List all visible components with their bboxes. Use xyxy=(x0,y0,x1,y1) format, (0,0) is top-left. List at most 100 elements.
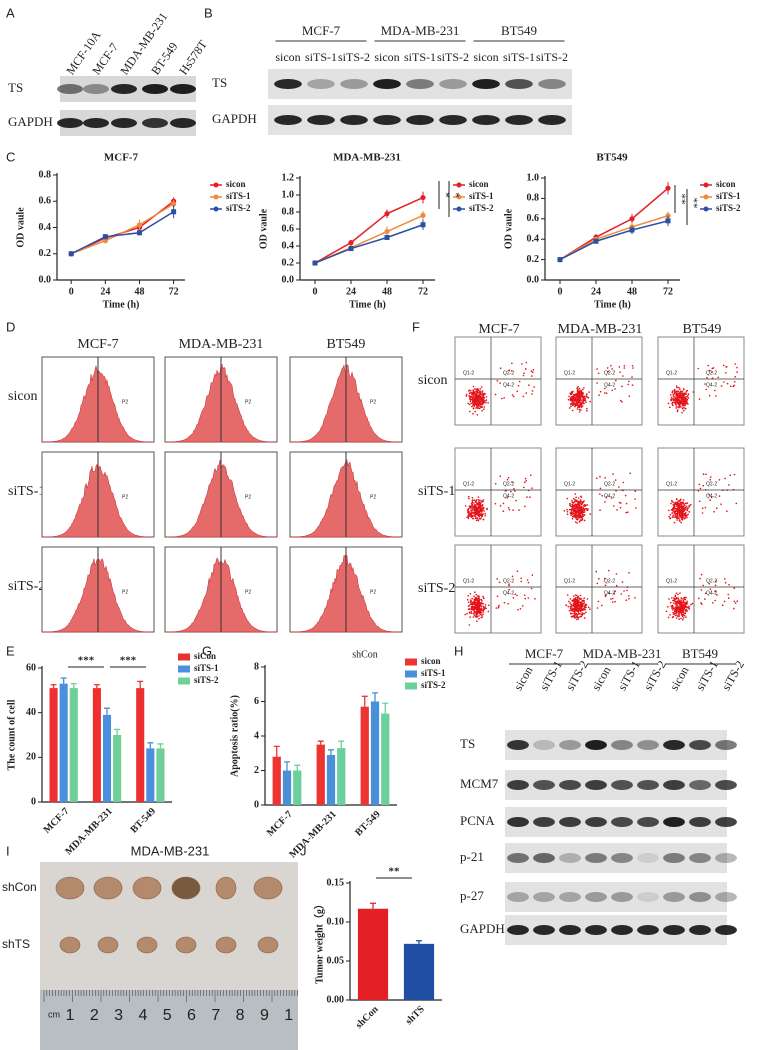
blot-band xyxy=(406,79,434,89)
row-label: sicon xyxy=(418,373,448,388)
blot-band xyxy=(637,817,659,827)
blot-band xyxy=(533,925,555,935)
ruler-number: 7 xyxy=(211,1007,220,1024)
blot-band xyxy=(611,925,633,935)
bar xyxy=(316,744,325,805)
y-axis-label: OD vaule xyxy=(503,208,514,249)
blot-band xyxy=(585,780,607,790)
y-tick-label: 0.6 xyxy=(39,196,52,207)
legend-marker xyxy=(213,194,219,200)
bar xyxy=(272,756,281,805)
chart-title: MDA-MB-231 xyxy=(333,152,401,164)
bar xyxy=(69,688,78,802)
legend-label: sicon xyxy=(421,656,441,666)
row-label: TS xyxy=(8,80,23,95)
x-tick-label: 24 xyxy=(591,286,601,297)
point xyxy=(384,228,390,235)
bar xyxy=(146,748,155,802)
legend-marker xyxy=(703,182,709,188)
legend-label: siTS-2 xyxy=(226,203,251,213)
quadrant-label: Q4-2 xyxy=(503,382,514,388)
ruler-number: 1 xyxy=(284,1007,293,1024)
row-label: p-21 xyxy=(460,849,484,864)
blot-band xyxy=(170,84,196,94)
quadrant-label: Q4-2 xyxy=(503,590,514,596)
row-label: siTS-1 xyxy=(8,484,45,499)
y-tick-label: 0.0 xyxy=(527,274,540,285)
tumor xyxy=(215,876,237,900)
lane-label: Hs578T xyxy=(176,37,210,77)
blot-band xyxy=(507,925,529,935)
blot-band xyxy=(406,115,434,125)
quadrant-label: Q2-2 xyxy=(503,370,514,376)
quadrant-label: Q1-2 xyxy=(463,481,474,487)
point xyxy=(171,201,177,207)
group-label: MDA-MB-231 xyxy=(381,23,460,38)
blot-band xyxy=(637,892,659,902)
y-tick-label: 0.8 xyxy=(282,206,295,217)
blot-band xyxy=(715,892,737,902)
bar xyxy=(360,706,369,805)
legend-label: siTS-2 xyxy=(421,680,446,690)
blot-band xyxy=(715,780,737,790)
quadrant-label: Q2-2 xyxy=(706,481,717,487)
dot-cloud xyxy=(565,569,636,621)
point xyxy=(629,216,635,222)
blot-band xyxy=(111,84,137,94)
ruler-number: 8 xyxy=(236,1007,245,1024)
panel-label: I xyxy=(6,843,10,858)
blot-band xyxy=(340,79,368,89)
y-tick-label: 0.8 xyxy=(527,193,540,204)
flow-frame xyxy=(657,447,745,537)
x-axis-label: Time (h) xyxy=(349,299,386,310)
blot-band xyxy=(83,118,109,128)
blot-band xyxy=(585,892,607,902)
series-line xyxy=(559,220,669,261)
y-tick-label: 6 xyxy=(254,696,259,707)
row-label: GAPDH xyxy=(8,114,53,129)
y-axis-label: OD vaule xyxy=(258,208,269,249)
ruler xyxy=(40,990,298,1050)
bar xyxy=(156,748,165,802)
legend-marker xyxy=(213,182,219,188)
blot-band xyxy=(533,892,555,902)
legend-label: sicon xyxy=(716,179,736,189)
blot-band xyxy=(559,925,581,935)
row-label: siTS-2 xyxy=(418,581,455,596)
lane-label: siTS-2 xyxy=(437,50,469,64)
dot-cloud xyxy=(668,473,738,524)
legend-label: siTS-1 xyxy=(226,191,251,201)
bar xyxy=(357,908,389,1000)
y-tick-label: 40 xyxy=(26,707,36,718)
quadrant-label: Q4-2 xyxy=(706,382,717,388)
y-axis-label: OD vaule xyxy=(15,207,26,248)
quadrant-label: Q2-2 xyxy=(706,578,717,584)
lane-label: siTS-1 xyxy=(305,50,337,64)
column-label: MDA-MB-231 xyxy=(179,337,264,352)
point xyxy=(629,227,635,233)
blot-band xyxy=(307,115,335,125)
group-label: BT549 xyxy=(682,646,718,661)
error-bar xyxy=(416,940,422,944)
dot-cloud xyxy=(665,573,739,621)
blot-band xyxy=(611,892,633,902)
point xyxy=(384,235,390,240)
quadrant-label: Q1-2 xyxy=(463,578,474,584)
point xyxy=(102,234,108,240)
row-label: PCNA xyxy=(460,813,495,828)
panel-label: B xyxy=(204,5,213,20)
quadrant-label: Q1-2 xyxy=(564,481,575,487)
error-bar xyxy=(60,677,67,684)
ruler-number: 9 xyxy=(260,1007,269,1024)
blot-band xyxy=(507,892,529,902)
y-tick-label: 0.2 xyxy=(39,248,52,259)
legend-label: siTS-1 xyxy=(716,191,741,201)
dot-cloud xyxy=(464,570,536,626)
quadrant-label: Q2-2 xyxy=(604,370,615,376)
quadrant-label: Q2-2 xyxy=(503,481,514,487)
blot-band xyxy=(57,84,83,94)
blot-band xyxy=(689,817,711,827)
tumor xyxy=(97,936,119,954)
blot-band xyxy=(505,115,533,125)
x-tick-label: 72 xyxy=(663,286,673,297)
